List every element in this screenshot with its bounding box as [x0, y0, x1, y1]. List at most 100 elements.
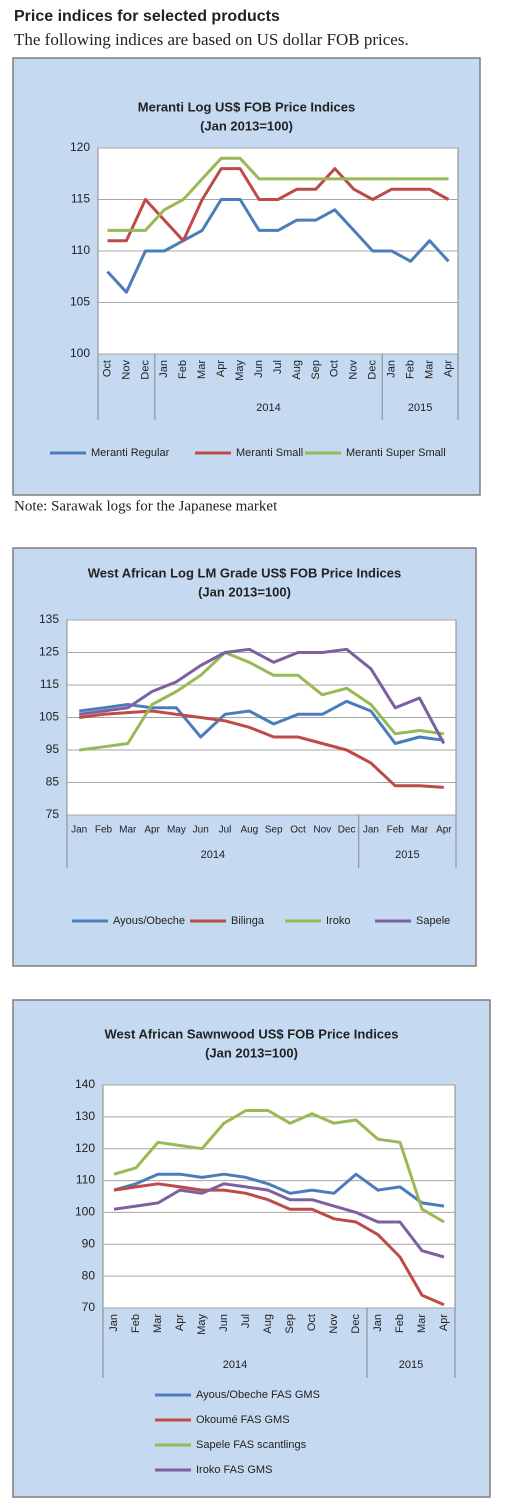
x-tick-label: May	[167, 825, 186, 836]
legend-label: Sapele FAS scantlings	[196, 1439, 307, 1451]
y-tick-label: 125	[39, 645, 59, 659]
group-label: 2014	[201, 849, 225, 861]
x-tick-label: Jul	[240, 1314, 252, 1328]
x-tick-label: Apr	[436, 825, 452, 836]
legend-label: Sapele	[416, 915, 450, 927]
legend-label: Meranti Super Small	[346, 447, 446, 459]
x-tick-label: Jan	[158, 360, 170, 378]
x-tick-label: Apr	[174, 1314, 186, 1331]
series-line	[107, 167, 450, 243]
y-tick-label: 90	[82, 1236, 96, 1250]
series-line	[79, 699, 445, 745]
x-tick-label: Feb	[95, 825, 113, 836]
series-line	[79, 651, 445, 752]
x-tick-label: Mar	[152, 1314, 164, 1333]
x-tick-label: Sep	[284, 1314, 296, 1334]
x-tick-label: Apr	[144, 825, 160, 836]
y-tick-label: 105	[39, 710, 59, 724]
x-tick-label: Nov	[120, 360, 132, 380]
x-tick-label: Dec	[350, 1314, 362, 1334]
x-tick-label: Apr	[438, 1314, 450, 1331]
x-tick-label: Aug	[262, 1314, 274, 1334]
x-tick-label: Mar	[411, 825, 429, 836]
page-title: Price indices for selected products	[14, 8, 280, 25]
y-tick-label: 110	[71, 243, 90, 257]
x-tick-label: Jan	[372, 1314, 384, 1332]
y-tick-label: 120	[75, 1141, 95, 1155]
series-line	[106, 198, 450, 294]
x-tick-label: Sep	[310, 360, 322, 380]
x-tick-label: Nov	[328, 1314, 340, 1334]
x-tick-label: Feb	[405, 360, 417, 379]
x-tick-label: Feb	[387, 825, 405, 836]
x-tick-label: Jul	[272, 360, 284, 374]
y-tick-label: 135	[39, 612, 59, 626]
group-label: 2015	[408, 402, 432, 414]
y-tick-label: 115	[40, 677, 59, 691]
y-tick-label: 140	[75, 1077, 95, 1091]
series-line	[107, 156, 449, 232]
x-tick-label: Jan	[71, 825, 87, 836]
y-tick-label: 70	[82, 1300, 96, 1314]
group-label: 2015	[399, 1359, 423, 1371]
legend-label: Ayous/Obeche	[113, 915, 185, 927]
series-line	[113, 1182, 445, 1259]
x-tick-label: Sep	[265, 825, 283, 836]
page-subtitle: The following indices are based on US do…	[14, 30, 409, 49]
chart-subtitle: (Jan 2013=100)	[205, 1045, 298, 1060]
x-tick-label: Oct	[306, 1314, 318, 1331]
y-tick-label: 100	[70, 346, 90, 360]
chart-title: West African Log LM Grade US$ FOB Price …	[88, 565, 402, 580]
x-tick-label: Dec	[139, 360, 151, 380]
y-tick-label: 130	[75, 1109, 95, 1123]
x-tick-label: Jul	[219, 825, 232, 836]
x-tick-label: Jun	[193, 825, 209, 836]
y-tick-label: 80	[82, 1268, 96, 1282]
x-tick-label: Feb	[130, 1314, 142, 1333]
legend-label: Bilinga	[231, 915, 265, 927]
y-tick-label: 75	[46, 807, 60, 821]
series-line	[79, 709, 444, 789]
x-tick-label: Jun	[218, 1314, 230, 1332]
x-tick-label: Feb	[177, 360, 189, 379]
x-tick-label: Mar	[423, 360, 435, 379]
series-line	[113, 1172, 445, 1208]
series-line	[78, 647, 446, 745]
x-tick-label: Apr	[215, 360, 227, 377]
x-tick-label: Jan	[363, 825, 379, 836]
y-tick-label: 95	[46, 742, 60, 756]
chart-title: West African Sawnwood US$ FOB Price Indi…	[104, 1026, 398, 1041]
group-label: 2014	[256, 402, 280, 414]
x-tick-label: Nov	[348, 360, 360, 380]
x-tick-label: Jan	[108, 1314, 120, 1332]
chart-subtitle: (Jan 2013=100)	[200, 118, 293, 133]
group-label: 2014	[223, 1359, 247, 1371]
legend-label: Iroko FAS GMS	[196, 1464, 272, 1476]
x-tick-label: Apr	[442, 360, 454, 377]
legend-label: Ayous/Obeche FAS GMS	[196, 1389, 320, 1401]
group-label: 2015	[395, 849, 419, 861]
x-tick-label: Mar	[416, 1314, 428, 1333]
y-tick-label: 100	[75, 1205, 95, 1219]
x-tick-label: Jun	[253, 360, 265, 378]
series-line	[113, 1182, 445, 1307]
x-tick-label: Aug	[291, 360, 303, 380]
x-tick-label: Dec	[338, 825, 356, 836]
x-tick-label: Oct	[101, 360, 113, 377]
legend-label: Iroko	[326, 915, 350, 927]
legend-label: Meranti Small	[236, 447, 303, 459]
x-tick-label: May	[196, 1314, 208, 1335]
series-line	[113, 1109, 445, 1224]
x-tick-label: Oct	[329, 360, 341, 377]
x-tick-label: Jan	[386, 360, 398, 378]
x-tick-label: Dec	[367, 360, 379, 380]
x-tick-label: May	[234, 360, 246, 381]
y-tick-label: 110	[76, 1173, 95, 1187]
x-tick-label: Feb	[394, 1314, 406, 1333]
x-tick-label: Mar	[119, 825, 137, 836]
y-tick-label: 115	[71, 192, 90, 206]
x-tick-label: Mar	[196, 360, 208, 379]
chart-title: Meranti Log US$ FOB Price Indices	[138, 99, 355, 114]
